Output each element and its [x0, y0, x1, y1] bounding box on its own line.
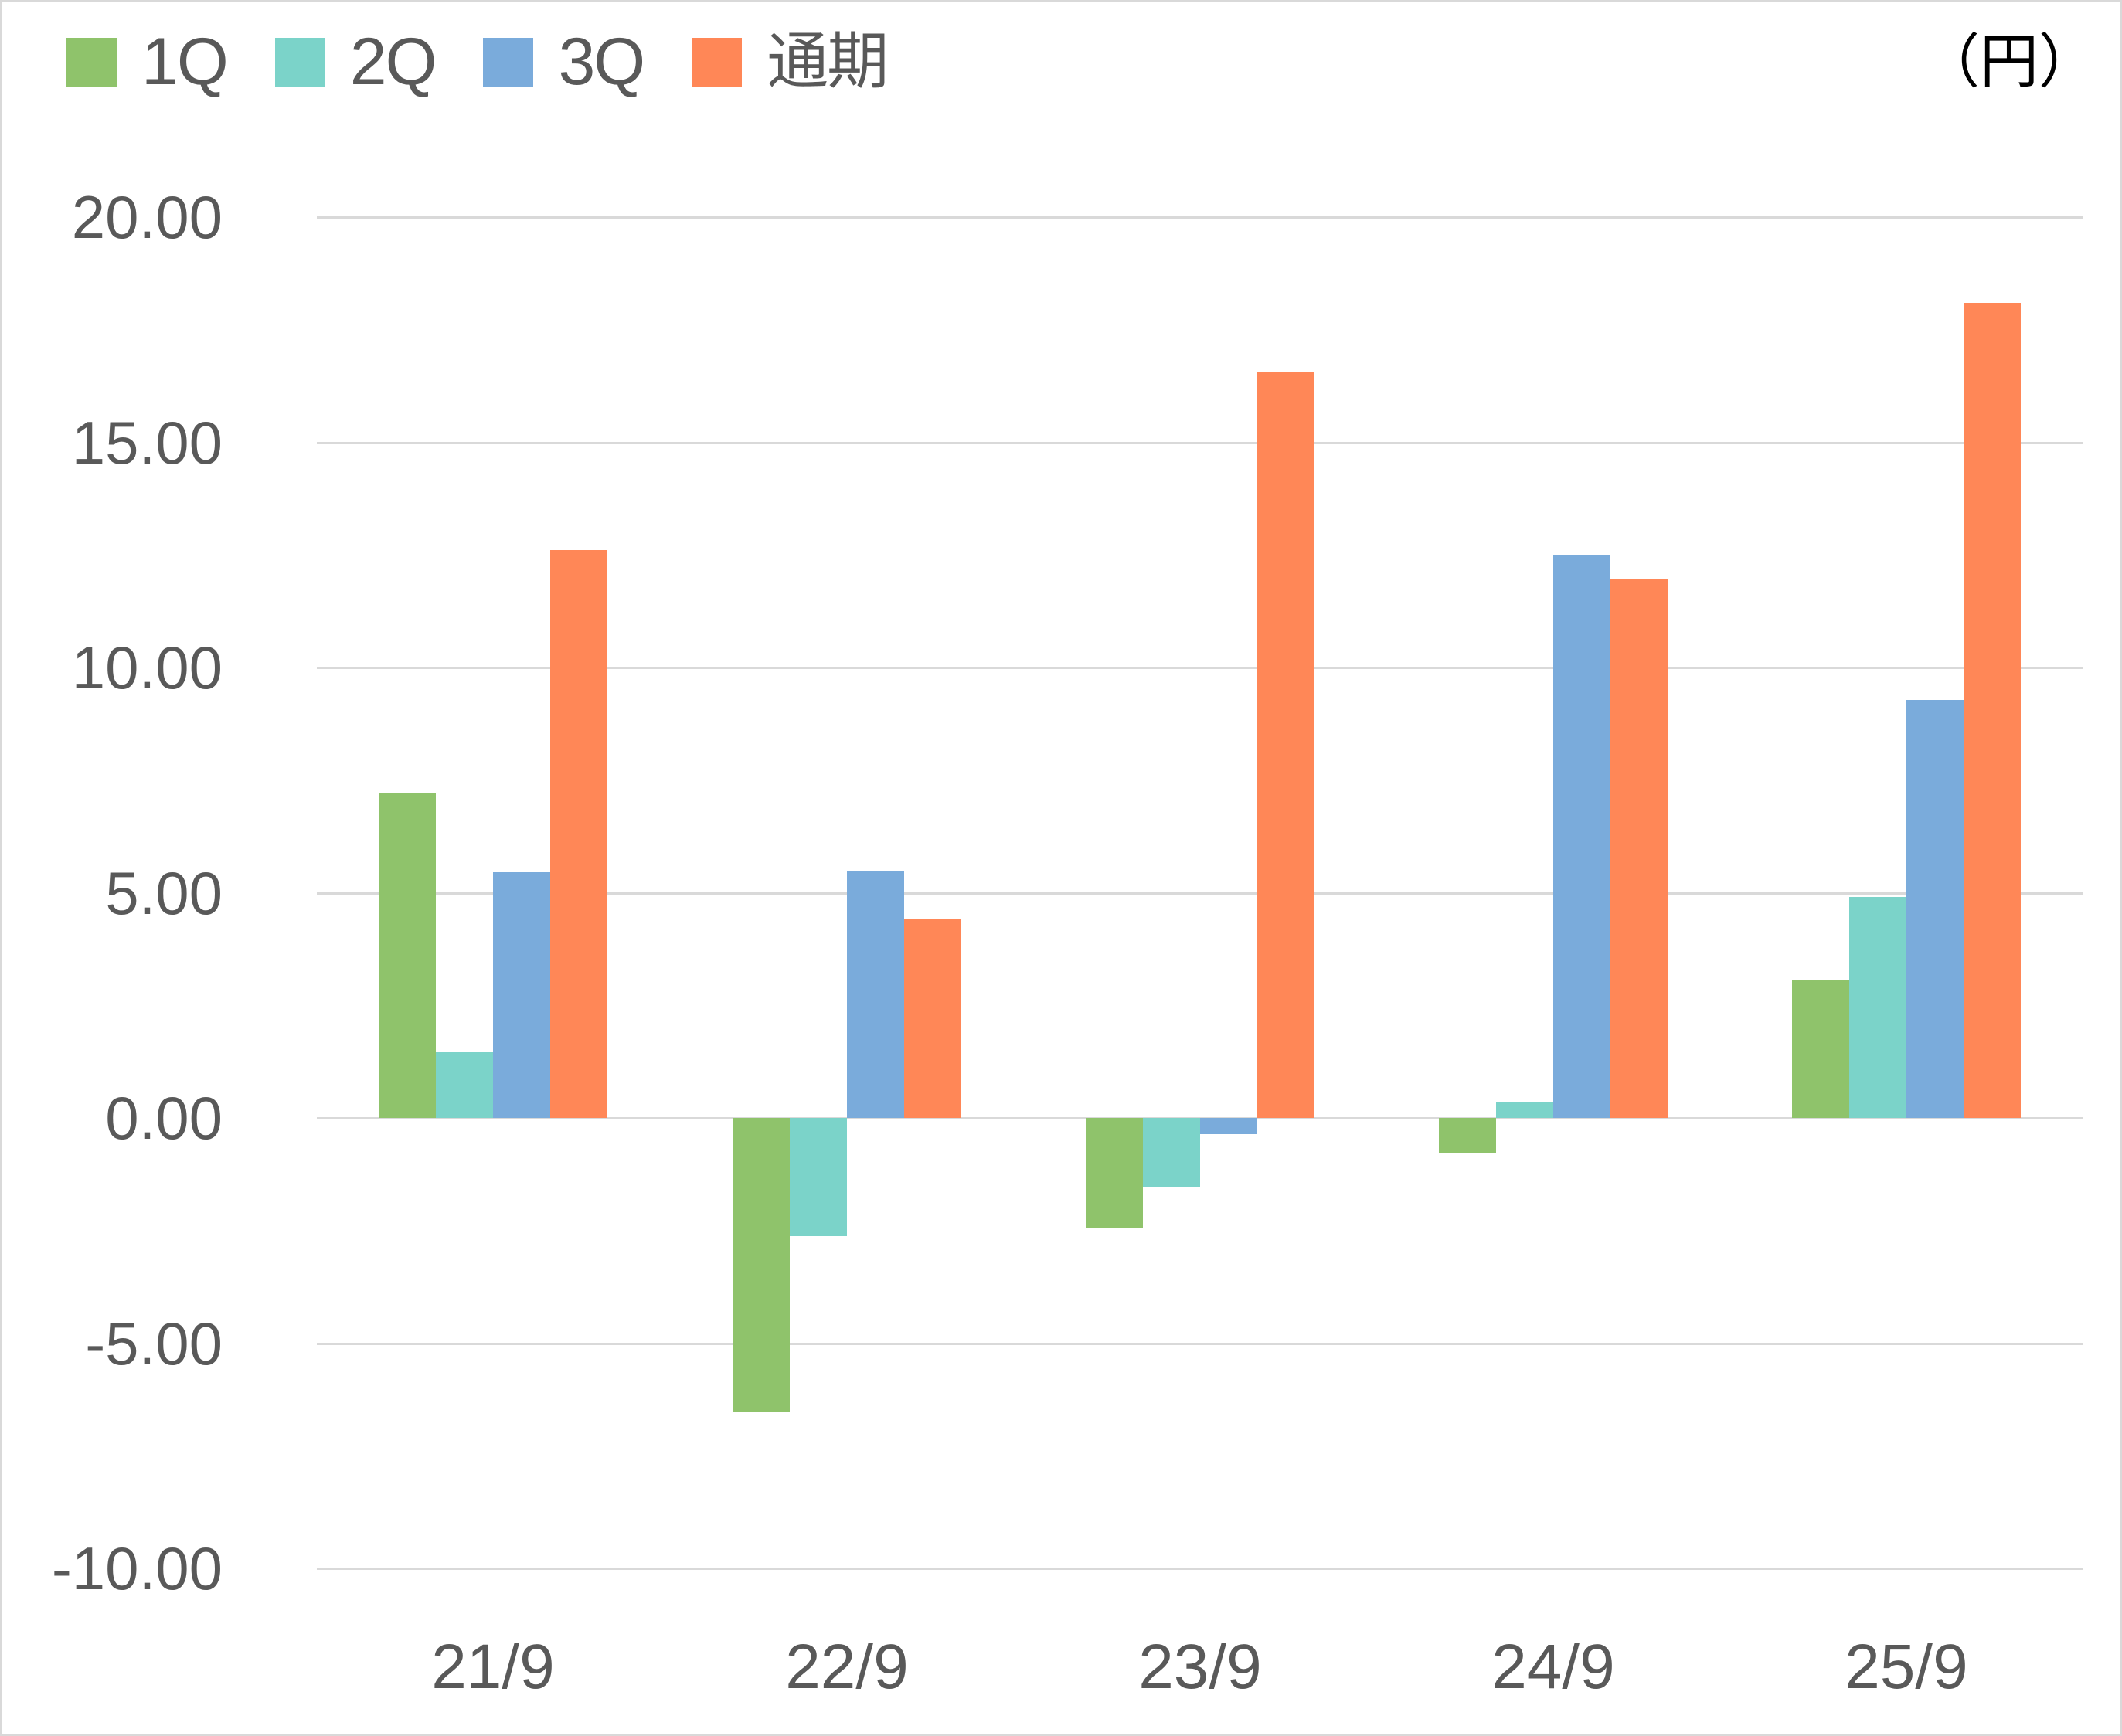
y-tick-label: 5.00 — [105, 858, 223, 927]
x-tick-label: 25/9 — [1845, 1632, 1968, 1702]
bar-23-9-1Q — [1086, 1118, 1143, 1228]
bar-22-9-2Q — [790, 1118, 847, 1236]
gridline — [317, 892, 2083, 895]
bar-25-9-1Q — [1792, 980, 1849, 1118]
legend-item-2q: 2Q — [274, 25, 437, 99]
gridline — [317, 216, 2083, 219]
bar-24-9-1Q — [1439, 1118, 1496, 1153]
bar-21-9-3Q — [493, 871, 550, 1118]
legend-swatch-1q — [66, 37, 117, 87]
legend-swatch-full-year — [692, 37, 743, 87]
bar-24-9-2Q — [1496, 1102, 1553, 1118]
legend-item-1q: 1Q — [66, 25, 229, 99]
bar-21-9-2Q — [436, 1052, 493, 1118]
bar-25-9-3Q — [1906, 699, 1964, 1118]
y-tick-label: 20.00 — [71, 183, 223, 251]
bar-23-9-3Q — [1200, 1118, 1257, 1134]
bar-22-9-通期 — [904, 918, 961, 1118]
gridline — [317, 667, 2083, 669]
bar-21-9-1Q — [379, 793, 436, 1118]
bar-23-9-通期 — [1257, 371, 1314, 1118]
x-tick-label: 23/9 — [1138, 1632, 1262, 1702]
gridline — [317, 1342, 2083, 1345]
bar-23-9-2Q — [1143, 1118, 1200, 1187]
legend-label: 1Q — [141, 25, 229, 99]
x-tick-label: 21/9 — [431, 1632, 555, 1702]
bar-24-9-通期 — [1610, 579, 1668, 1118]
y-tick-label: 0.00 — [105, 1084, 223, 1152]
legend-swatch-3q — [483, 37, 534, 87]
y-tick-label: -5.00 — [85, 1309, 223, 1378]
gridline — [317, 441, 2083, 444]
bar-22-9-1Q — [733, 1118, 790, 1412]
bar-25-9-通期 — [1964, 302, 2021, 1118]
legend-label: 2Q — [349, 25, 437, 99]
legend-item-3q: 3Q — [483, 25, 645, 99]
bar-25-9-2Q — [1849, 897, 1906, 1118]
legend-item-full-year: 通期 — [692, 25, 889, 97]
y-tick-label: 10.00 — [71, 634, 223, 702]
y-tick-label: -10.00 — [51, 1534, 223, 1602]
gridline — [317, 1568, 2083, 1570]
y-tick-label: 15.00 — [71, 408, 223, 477]
unit-label: （円） — [1921, 27, 2097, 96]
bar-21-9-通期 — [550, 549, 607, 1118]
legend-label: 3Q — [558, 25, 645, 99]
legend-label: 通期 — [767, 25, 889, 97]
legend-swatch-2q — [274, 37, 325, 87]
legend: 1Q 2Q 3Q 通期 — [66, 23, 935, 100]
bar-22-9-3Q — [847, 871, 904, 1118]
x-tick-label: 24/9 — [1491, 1632, 1615, 1702]
bar-24-9-3Q — [1553, 554, 1610, 1118]
x-tick-label: 22/9 — [785, 1632, 909, 1702]
